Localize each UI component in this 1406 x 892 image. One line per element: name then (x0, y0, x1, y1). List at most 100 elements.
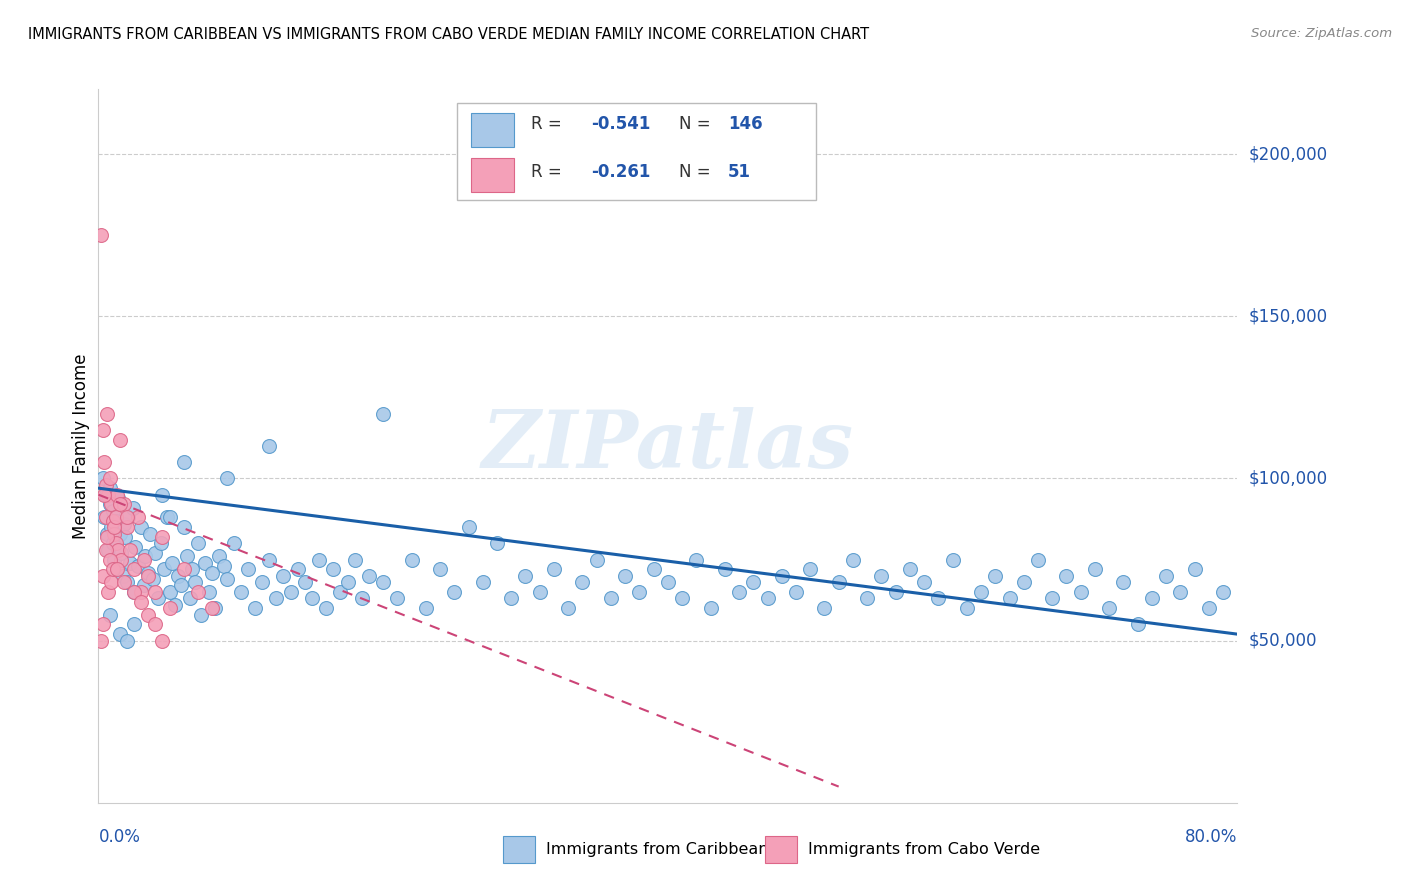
Point (93, 488, 115, 502)
Point (350, 591, 373, 606)
Point (201, 601, 224, 615)
Point (1012, 575, 1035, 590)
Point (101, 504, 124, 518)
Point (828, 575, 851, 590)
Point (657, 575, 679, 590)
Text: Source: ZipAtlas.com: Source: ZipAtlas.com (1251, 27, 1392, 40)
Point (742, 575, 765, 590)
Point (124, 540, 146, 554)
Point (93, 455, 115, 469)
Point (91, 423, 114, 437)
Point (129, 520, 152, 534)
Point (105, 488, 128, 502)
Point (127, 559, 149, 574)
Point (443, 585, 465, 599)
Point (1154, 568, 1177, 582)
Point (101, 536, 124, 550)
Point (173, 520, 195, 534)
Point (110, 552, 132, 566)
Point (243, 601, 266, 615)
Point (145, 585, 167, 599)
Text: 0.0%: 0.0% (98, 828, 141, 846)
Point (121, 500, 143, 515)
FancyBboxPatch shape (503, 837, 534, 863)
Text: -0.261: -0.261 (592, 163, 651, 181)
Point (486, 536, 509, 550)
FancyBboxPatch shape (471, 112, 515, 147)
Point (387, 591, 409, 606)
Point (176, 549, 198, 564)
Text: $50,000: $50,000 (1249, 632, 1317, 649)
Point (600, 591, 623, 606)
Point (97, 585, 120, 599)
Point (628, 585, 651, 599)
Point (1140, 591, 1163, 606)
Point (108, 627, 131, 641)
Point (785, 585, 807, 599)
Point (1056, 568, 1078, 582)
Point (215, 572, 238, 586)
Point (136, 568, 159, 582)
Point (148, 591, 170, 606)
Point (134, 549, 156, 564)
Point (94, 478, 117, 492)
Point (770, 568, 793, 582)
Point (813, 601, 835, 615)
Point (529, 585, 551, 599)
Point (1126, 617, 1149, 632)
Point (167, 568, 190, 582)
Point (104, 510, 127, 524)
Point (97, 542, 120, 557)
Point (728, 585, 751, 599)
Point (301, 591, 323, 606)
Point (107, 542, 129, 557)
Point (266, 591, 288, 606)
Point (141, 572, 163, 586)
Text: $100,000: $100,000 (1249, 469, 1327, 487)
Text: R =: R = (531, 115, 567, 133)
Point (132, 578, 155, 592)
Point (273, 568, 295, 582)
Point (115, 520, 138, 534)
Point (108, 526, 131, 541)
Point (357, 568, 380, 582)
Point (112, 516, 135, 531)
Point (856, 591, 879, 606)
Point (842, 552, 865, 566)
Point (1098, 601, 1121, 615)
Point (115, 510, 138, 524)
Text: IMMIGRANTS FROM CARIBBEAN VS IMMIGRANTS FROM CABO VERDE MEDIAN FAMILY INCOME COR: IMMIGRANTS FROM CARIBBEAN VS IMMIGRANTS … (28, 27, 869, 42)
Point (799, 562, 821, 576)
Point (138, 526, 160, 541)
Point (543, 562, 565, 576)
Point (91, 568, 114, 582)
Text: Immigrants from Cabo Verde: Immigrants from Cabo Verde (808, 842, 1040, 857)
Point (100, 520, 122, 534)
Point (108, 497, 131, 511)
Point (343, 552, 366, 566)
Point (173, 562, 195, 576)
Point (118, 542, 141, 557)
Point (152, 633, 174, 648)
Point (129, 585, 152, 599)
Point (98, 552, 121, 566)
FancyBboxPatch shape (457, 103, 815, 200)
Point (187, 585, 209, 599)
Point (236, 562, 259, 576)
Text: 146: 146 (728, 115, 763, 133)
Point (104, 536, 127, 550)
Point (198, 585, 221, 599)
Point (90, 228, 112, 243)
Point (557, 601, 579, 615)
Point (471, 575, 494, 590)
Point (173, 455, 195, 469)
Point (756, 591, 779, 606)
Point (114, 530, 136, 544)
Point (152, 530, 174, 544)
FancyBboxPatch shape (765, 837, 797, 863)
Point (98, 481, 121, 495)
Point (1040, 591, 1063, 606)
Point (336, 575, 359, 590)
Point (115, 575, 138, 590)
Text: 51: 51 (728, 163, 751, 181)
